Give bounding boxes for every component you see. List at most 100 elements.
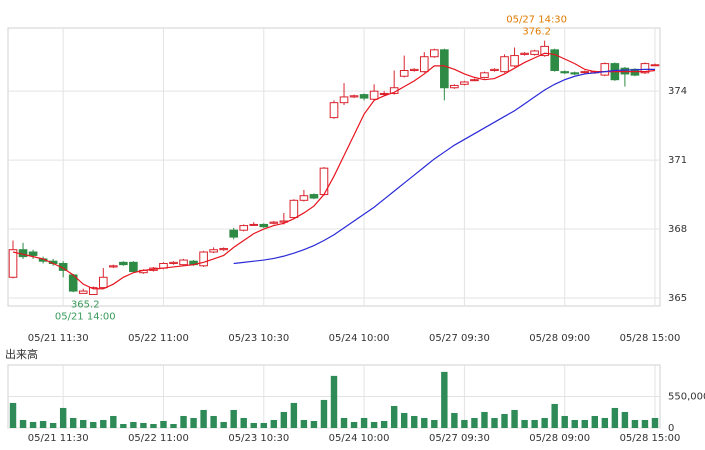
volume-bar [290,402,298,428]
volume-bar [421,417,428,428]
candle-body [550,49,559,72]
candle-body [98,276,108,289]
volume-bar [601,417,609,428]
volume-bar [621,411,629,428]
y-tick-label: 550,000 [668,392,705,403]
volume-bar [561,415,568,428]
x-tick-label: 05/22 11:00 [128,433,189,444]
candle-body [349,95,359,98]
volume-bar [9,402,17,428]
annotation-text: 05/21 14:00 [55,311,116,322]
candle-body [460,81,469,85]
candle-body [520,52,529,55]
volume-bar [29,421,37,428]
volume-bar [531,419,538,428]
x-tick-label: 05/27 09:30 [429,433,490,444]
candle-body [109,265,118,268]
volume-bar [491,417,498,428]
volume-bar [611,407,619,428]
volume-bar [210,415,217,428]
volume-bar [461,419,468,428]
volume-bar [370,421,378,428]
candle-body [259,223,269,228]
candle-body [440,49,449,89]
volume-bar [431,419,438,428]
volume-bar [401,412,408,428]
x-tick-label: 05/27 09:30 [429,333,490,344]
annotation-text: 05/27 14:30 [506,15,567,26]
y-tick-label: 374 [668,86,687,97]
candle-body [249,223,259,226]
volume-bar [90,421,97,428]
candle-body [490,68,499,72]
candle-body [429,49,439,58]
volume-bar [541,417,548,428]
volume-bar [641,419,649,428]
volume-bar [441,371,448,428]
volume-bar [200,409,207,428]
x-tick-label: 05/24 10:00 [329,433,390,444]
candle-body [28,251,38,256]
x-tick-label: 05/21 11:30 [28,433,89,444]
candle-body [88,287,98,296]
candle-body [229,229,239,238]
candle-body [78,290,88,294]
volume-bar [481,411,488,428]
volume-bar [651,417,659,428]
x-tick-label: 05/23 10:30 [228,433,289,444]
candle-body [480,72,489,78]
x-tick-label: 05/28 15:00 [620,333,681,344]
volume-bar [49,422,57,428]
x-tick-label: 05/28 15:00 [620,433,681,444]
candle-body [450,84,459,89]
volume-bar [330,375,338,428]
candle-body [239,225,249,231]
candle-body [179,259,188,266]
moving-average-line [233,68,655,265]
x-tick-label: 05/21 11:30 [28,333,89,344]
volume-bar [69,417,77,428]
candle-body [8,249,18,278]
volume-bar [260,422,267,428]
volume-bar [360,417,368,428]
candle-body [309,194,319,199]
volume-bar [310,420,318,428]
volume-bar [451,412,458,428]
candle-body [399,70,409,77]
panel-title: 出来高 [5,347,38,361]
x-tick-label: 05/24 10:00 [329,333,390,344]
candle-body [570,72,580,75]
volume-bar [180,415,187,428]
candle-body [119,261,128,266]
volume-bar [511,409,518,428]
volume-bar [100,419,107,428]
volume-bar [80,419,87,428]
plot-frame [7,27,661,307]
volume-bar [160,420,167,428]
candle-body [299,195,309,201]
volume-bar [471,417,478,428]
volume-bar [110,415,117,428]
volume-bar [340,417,348,428]
candle-body [329,102,339,119]
volume-bar [190,417,197,428]
candle-body [199,251,208,267]
volume-bar [390,405,398,428]
volume-bar [59,407,67,428]
volume-bar [220,421,227,428]
x-tick-label: 05/23 10:30 [228,333,289,344]
candle-body [560,71,570,74]
volume-bar [120,423,127,428]
volume-bar [380,420,388,428]
candle-body [650,64,660,67]
volume-bar [130,421,137,428]
volume-bar [350,421,358,428]
moving-average-line [12,52,656,290]
candle-body [580,71,590,74]
volume-bar [240,417,247,428]
volume-bar [320,399,328,428]
candle-body [419,56,429,73]
y-tick-label: 365 [668,293,687,304]
candle-body [209,249,218,253]
